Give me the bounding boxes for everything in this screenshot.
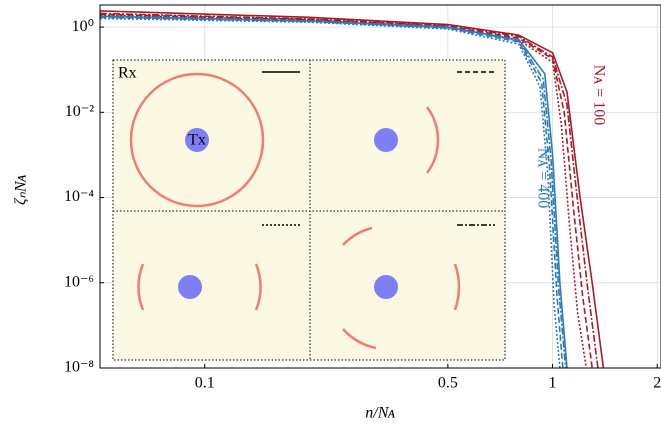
x-tick-label: 0.5 (438, 375, 458, 392)
series-line (99, 14, 588, 369)
rx-ring (129, 72, 265, 208)
rx-arc (342, 226, 461, 350)
x-tick-label: 1 (549, 375, 557, 392)
tx (374, 128, 398, 152)
rx-arc (137, 263, 262, 311)
series-annotation: Nᴀ = 400 (534, 148, 551, 209)
series-line (99, 17, 561, 369)
y-axis-label: ζₙNᴀ (13, 174, 30, 205)
series-line (99, 15, 568, 369)
lines (99, 10, 605, 369)
series-line (99, 15, 567, 369)
rx-arc (425, 106, 440, 174)
x-tick-label: 2 (653, 375, 661, 392)
tx (185, 128, 209, 152)
tx (374, 275, 398, 299)
y-tick-label: 10⁻⁸ (64, 359, 94, 376)
inset-box (112, 59, 506, 361)
tx (178, 275, 202, 299)
y-tick-label: 10⁻² (65, 103, 94, 120)
tx-label: Tx (188, 132, 206, 149)
x-tick-label: 0.1 (195, 375, 215, 392)
rx-label: Rx (118, 65, 137, 82)
inset: Rx Tx (112, 59, 506, 361)
y-tick-label: 10⁻⁶ (64, 273, 94, 290)
series-line (99, 10, 605, 369)
plot-frame (99, 4, 661, 369)
y-tick-label: 10⁰ (72, 18, 94, 35)
series-annotation: Nᴀ = 100 (590, 65, 607, 126)
x-axis-label: n/Nᴀ (365, 405, 395, 422)
series-line (99, 12, 599, 369)
series-line (99, 16, 564, 369)
y-tick-label: 10⁻⁴ (64, 188, 94, 205)
